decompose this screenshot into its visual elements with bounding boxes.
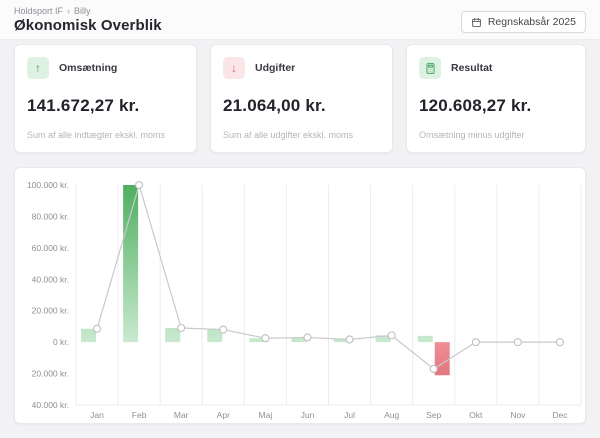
card-label-omsaetning: Omsætning <box>59 62 118 74</box>
svg-text:Apr: Apr <box>217 410 230 420</box>
svg-text:Dec: Dec <box>552 410 568 420</box>
svg-text:Jun: Jun <box>301 410 315 420</box>
card-label-udgifter: Udgifter <box>255 62 296 74</box>
arrow-up-icon: ↑ <box>27 57 49 79</box>
card-label-resultat: Resultat <box>451 62 493 74</box>
svg-text:80.000 kr.: 80.000 kr. <box>32 211 69 221</box>
breadcrumb-separator: › <box>67 6 71 16</box>
overview-chart: 100.000 kr. 80.000 kr. 60.000 kr. 40.000 kr… <box>27 180 582 420</box>
svg-text:Jul: Jul <box>344 410 355 420</box>
svg-text:20.000 kr.: 20.000 kr. <box>32 369 69 379</box>
arrow-down-icon: ↓ <box>223 57 245 79</box>
fiscal-year-button[interactable]: Regnskabsår 2025 <box>460 11 586 33</box>
summary-card-udgifter: ↓ Udgifter 21.064,00 kr. Sum af alle udg… <box>210 44 393 153</box>
fiscal-year-label: Regnskabsår 2025 <box>487 16 576 28</box>
svg-text:Maj: Maj <box>259 410 273 420</box>
page-title: Økonomisk Overblik <box>14 17 162 34</box>
summary-card-omsaetning: ↑ Omsætning 141.672,27 kr. Sum af alle i… <box>14 44 197 153</box>
arrow-up-glyph: ↑ <box>35 61 41 75</box>
card-value-udgifter: 21.064,00 kr. <box>223 96 326 115</box>
calculator-icon <box>419 57 441 79</box>
svg-text:40.000 kr.: 40.000 kr. <box>32 274 69 284</box>
svg-text:20.000 kr.: 20.000 kr. <box>32 306 69 316</box>
card-value-resultat: 120.608,27 kr. <box>419 96 532 115</box>
svg-text:0 kr.: 0 kr. <box>53 337 69 347</box>
svg-text:Okt: Okt <box>469 410 483 420</box>
breadcrumb-item-holdsport[interactable]: Holdsport IF <box>14 6 64 16</box>
card-subtitle-udgifter: Sum af alle udgifter ekskl. moms <box>223 130 354 140</box>
overview-chart-card: 100.000 kr. 80.000 kr. 60.000 kr. 40.000 kr… <box>14 167 586 424</box>
card-subtitle-omsaetning: Sum af alle indtægter ekskl. moms <box>27 130 166 140</box>
page-header: Holdsport IF › Billy Økonomisk Overblik Re… <box>0 0 600 40</box>
breadcrumb: Holdsport IF › Billy <box>14 6 91 16</box>
svg-text:100.000 kr.: 100.000 kr. <box>27 180 69 190</box>
arrow-down-glyph: ↓ <box>231 61 237 75</box>
card-value-omsaetning: 141.672,27 kr. <box>27 96 140 115</box>
breadcrumb-item-billy[interactable]: Billy <box>74 6 91 16</box>
summary-card-resultat: Resultat 120.608,27 kr. Omsætning minus … <box>406 44 586 153</box>
calendar-icon <box>471 17 481 27</box>
svg-text:Aug: Aug <box>384 410 399 420</box>
svg-text:Jan: Jan <box>90 410 104 420</box>
svg-text:40.000 kr.: 40.000 kr. <box>32 400 69 410</box>
svg-text:Sep: Sep <box>426 410 441 420</box>
svg-text:Feb: Feb <box>132 410 147 420</box>
card-subtitle-resultat: Omsætning minus udgifter <box>419 130 525 140</box>
svg-text:60.000 kr.: 60.000 kr. <box>32 243 69 253</box>
svg-text:Mar: Mar <box>174 410 189 420</box>
svg-text:Nov: Nov <box>510 410 526 420</box>
